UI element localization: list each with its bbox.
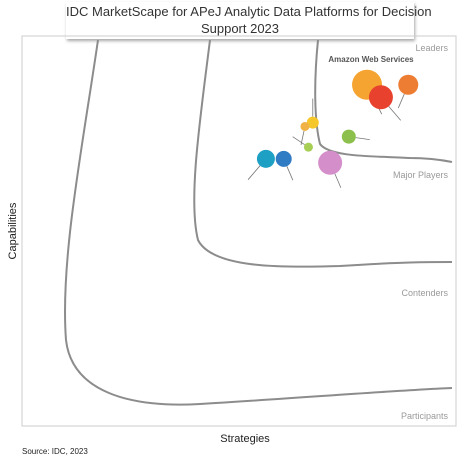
chart-title: IDC MarketScape for APeJ Analytic Data P… <box>66 2 432 39</box>
vendor-point-3 <box>368 85 402 121</box>
vendor-point-7 <box>292 136 313 152</box>
vendor-trend-line <box>397 93 405 109</box>
vendor-point-5 <box>300 121 310 145</box>
vendor-trend-line <box>247 165 261 180</box>
chart-title-line-2: Support 2023 <box>200 21 280 36</box>
category-label-leaders: Leaders <box>415 43 448 53</box>
vendor-bubble <box>306 116 319 129</box>
y-axis-label: Capabilities <box>7 202 19 260</box>
vendor-bubble <box>256 149 275 168</box>
curve-participants <box>63 39 453 406</box>
curve-contenders <box>193 39 453 268</box>
vendor-point-4 <box>306 98 319 129</box>
vendor-trend-line <box>355 137 370 141</box>
vendor-bubble <box>341 129 356 144</box>
source-note: Source: IDC, 2023 <box>22 447 88 456</box>
category-label-major-players: Major Players <box>393 170 449 180</box>
vendor-trend-line <box>292 136 305 145</box>
vendor-bubble <box>368 85 393 110</box>
vendor-bubble <box>398 74 419 95</box>
vendor-points: Amazon Web Services <box>247 55 419 188</box>
category-label-participants: Participants <box>401 411 449 421</box>
vendor-trend-line <box>286 166 294 181</box>
x-axis-label: Strategies <box>220 433 270 445</box>
vendor-label: Amazon Web Services <box>328 55 414 64</box>
vendor-bubble <box>318 150 343 175</box>
vendor-point-6 <box>341 129 370 144</box>
vendor-point-10 <box>318 150 343 188</box>
vendor-bubble <box>303 142 313 152</box>
vendor-trend-line <box>388 106 402 121</box>
category-label-contenders: Contenders <box>401 288 448 298</box>
curve-major-players <box>314 39 453 163</box>
vendor-bubble <box>275 150 292 167</box>
vendor-point-8 <box>247 149 275 180</box>
vendor-trend-line <box>334 173 342 188</box>
plot-frame <box>21 35 457 427</box>
vendor-bubble <box>300 121 310 131</box>
vendor-point-2 <box>397 74 419 109</box>
chart-title-line-1: IDC MarketScape for APeJ Analytic Data P… <box>66 4 432 19</box>
vendor-point-9 <box>275 150 294 181</box>
